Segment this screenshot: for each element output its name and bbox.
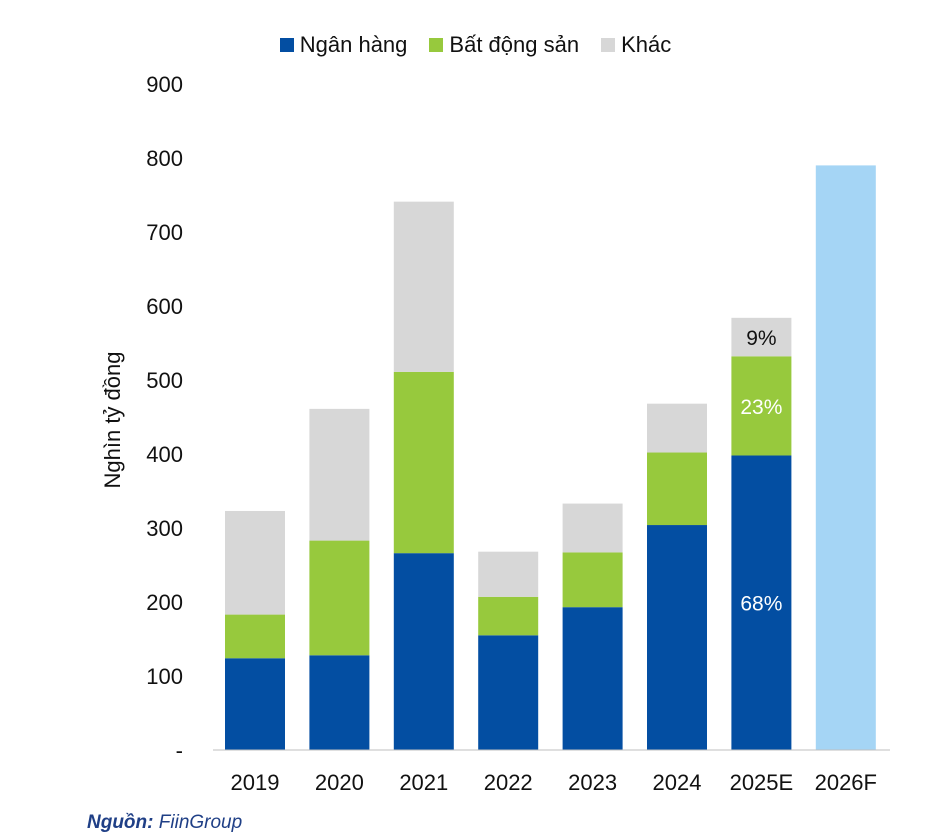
bar-khac-2019 — [225, 510, 285, 615]
legend: Ngân hàng Bất động sản Khác — [0, 32, 951, 58]
y-tick-label-900: 900 — [146, 72, 183, 97]
y-tick-label-400: 400 — [146, 442, 183, 467]
legend-item-bat-dong-san: Bất động sản — [429, 32, 579, 58]
bar-bat-dong-san-2024 — [647, 452, 707, 526]
source-label: Nguồn: — [87, 812, 154, 833]
bar-ngan-hang-2019 — [225, 658, 285, 750]
bar-ngan-hang-2021 — [393, 553, 454, 750]
bar-khac-2024 — [647, 403, 707, 453]
bar-bat-dong-san-2019 — [225, 614, 285, 659]
bar-khac-2020 — [309, 408, 370, 541]
stacked-bar-chart: - 100 200 300 400 500 600 700 800 900 Nghìn tỷ đồn… — [100, 72, 890, 795]
legend-label-khac: Khác — [621, 32, 672, 57]
x-tick-label-2024: 2024 — [653, 770, 702, 795]
bar-bat-dong-san-2023 — [562, 552, 623, 608]
bar-khac-2023 — [562, 503, 623, 553]
x-tick-label-2023: 2023 — [568, 770, 617, 795]
legend-label-bat-dong-san: Bất động sản — [449, 32, 580, 57]
bar-khac-2021 — [393, 201, 454, 372]
bar-ngan-hang-2020 — [309, 655, 370, 750]
bar-bat-dong-san-2025e — [731, 356, 792, 456]
bar-ngan-hang-2022 — [478, 635, 539, 750]
bar-forecast-2026f — [815, 165, 876, 750]
legend-label-ngan-hang: Ngân hàng — [299, 32, 408, 57]
source-text: FiinGroup — [158, 812, 243, 833]
bar-ngan-hang-2025e — [731, 455, 792, 750]
y-tick-label-600: 600 — [146, 294, 183, 319]
y-tick-label-300: 300 — [146, 516, 183, 541]
y-tick-label-100: 100 — [146, 664, 183, 689]
bar-khac-2025e — [731, 317, 792, 357]
bar-khac-2022 — [478, 551, 539, 597]
bar-bat-dong-san-2020 — [309, 540, 370, 656]
bar-bat-dong-san-2021 — [393, 371, 454, 554]
annotation-khac-2025e: 9% — [746, 327, 776, 350]
x-tick-label-2026f: 2026F — [815, 770, 877, 795]
x-tick-label-2019: 2019 — [231, 770, 280, 795]
x-tick-label-2020: 2020 — [315, 770, 364, 795]
legend-item-ngan-hang: Ngân hàng — [279, 32, 408, 58]
legend-swatch-bat-dong-san — [429, 38, 444, 52]
bar-bat-dong-san-2022 — [478, 596, 539, 636]
source-note: Nguồn: FiinGroup — [87, 812, 242, 834]
legend-swatch-ngan-hang — [279, 38, 294, 52]
x-tick-label-2021: 2021 — [399, 770, 448, 795]
y-tick-label-800: 800 — [146, 146, 183, 171]
y-tick-label-200: 200 — [146, 590, 183, 615]
annotation-ngan-hang-2025e: 68% — [740, 593, 782, 616]
x-tick-label-2025e: 2025E — [730, 770, 794, 795]
y-tick-label-0: - — [176, 738, 183, 763]
legend-item-khac: Khác — [601, 32, 671, 58]
bar-ngan-hang-2024 — [647, 525, 707, 750]
y-tick-label-500: 500 — [146, 368, 183, 393]
x-tick-label-2022: 2022 — [484, 770, 533, 795]
y-axis-title: Nghìn tỷ đồng — [100, 352, 125, 489]
bar-ngan-hang-2023 — [562, 607, 623, 750]
annotation-bat-dong-san-2025e: 23% — [740, 396, 782, 419]
y-tick-label-700: 700 — [146, 220, 183, 245]
legend-swatch-khac — [601, 38, 616, 52]
